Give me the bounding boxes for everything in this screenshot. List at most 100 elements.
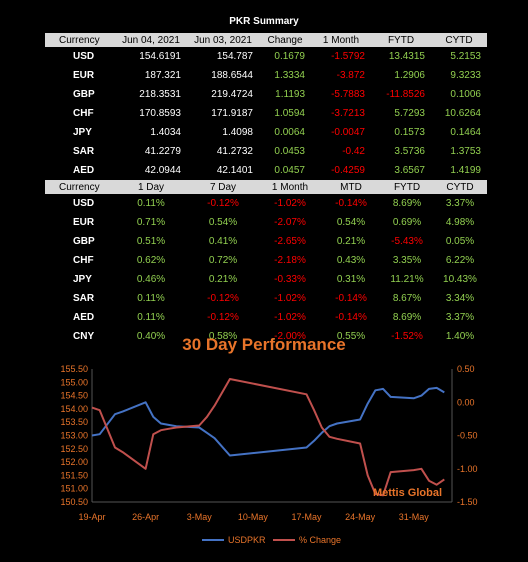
table-row: USD 0.11% -0.12% -1.02% -0.14% 8.69% 3.37% (45, 194, 487, 213)
table-row: USD 154.6191 154.787 0.1679 -1.5792 13.4315 5.… (45, 47, 487, 66)
table-cell: 10.6264 (444, 108, 481, 119)
x-tick-label: 17-May (291, 512, 322, 522)
table-row: AED 0.11% -0.12% -1.02% -0.14% 8.69% 3.37% (45, 308, 487, 327)
table-cell: 171.9187 (211, 108, 253, 119)
table-cell: -0.33% (274, 274, 306, 285)
table-cell: 0.71% (136, 217, 166, 228)
table-cell: -1.02% (274, 198, 306, 209)
table-cell: 42.0944 (144, 165, 181, 176)
currency-code: EUR (73, 70, 95, 81)
x-tick-label: 19-Apr (78, 512, 105, 522)
table-cell: 9.3233 (450, 70, 481, 81)
table-row: SAR 41.2279 41.2732 0.0453 -0.42 3.5736 1.3753 (45, 142, 487, 161)
table-cell: 0.1573 (394, 127, 425, 138)
table-cell: -2.65% (274, 236, 306, 247)
table-cell: 1.2906 (394, 70, 425, 81)
table-cell: -11.8526 (386, 89, 425, 100)
left-tick-label: 153.00 (60, 431, 88, 441)
table-cell: 0.72% (208, 255, 238, 266)
table-row: CNY 0.40% 0.58% -2.00% 0.55% -1.52% 1.40% (45, 327, 487, 346)
table-cell: 0.62% (136, 255, 166, 266)
table-cell: -0.14% (335, 293, 367, 304)
table-cell: -0.42 (342, 146, 365, 157)
table-cell: 41.2279 (144, 146, 181, 157)
table-cell: 187.321 (144, 70, 181, 81)
right-tick-label: 0.00 (457, 397, 475, 407)
currency-code: SAR (73, 293, 95, 304)
table-cell: 1.1193 (275, 89, 305, 100)
table-cell: 41.2732 (216, 146, 253, 157)
left-tick-label: 154.50 (60, 391, 88, 401)
currency-code: JPY (73, 274, 92, 285)
column-header: Jun 03, 2021 (187, 33, 259, 47)
table-cell: 1.0594 (274, 108, 305, 119)
column-header: MTD (321, 180, 381, 194)
column-header: 7 Day (187, 180, 259, 194)
right-tick-label: 0.50 (457, 364, 475, 374)
table-cell: -3.872 (336, 70, 365, 81)
legend-label: USDPKR (228, 535, 266, 545)
table-cell: 0.46% (136, 274, 166, 285)
usdpkr-series-line (91, 386, 445, 457)
table-cell: 0.1464 (450, 127, 481, 138)
table-row: JPY 0.46% 0.21% -0.33% 0.31% 11.21% 10.43% (45, 270, 487, 289)
table-cell: 0.43% (336, 255, 366, 266)
x-tick-label: 3-May (187, 512, 213, 522)
table-cell: -5.7883 (331, 89, 365, 100)
table-row: CHF 170.8593 171.9187 1.0594 -3.7213 5.7293 10… (45, 104, 487, 123)
left-tick-label: 154.00 (60, 404, 88, 414)
table-cell: 0.58% (208, 331, 238, 342)
right-tick-label: -1.50 (457, 497, 478, 507)
currency-code: AED (73, 312, 95, 323)
table-row: SAR 0.11% -0.12% -1.02% -0.14% 8.67% 3.34% (45, 289, 487, 308)
table-cell: 154.787 (216, 51, 253, 62)
currency-code: GBP (73, 236, 95, 247)
currency-code: SAR (73, 146, 95, 157)
table-row: EUR 0.71% 0.54% -2.07% 0.54% 0.69% 4.98% (45, 213, 487, 232)
column-header: FYTD (381, 180, 433, 194)
x-tick-label: 10-May (238, 512, 269, 522)
column-header: Currency (45, 33, 115, 47)
x-tick-label: 31-May (399, 512, 430, 522)
table-cell: 42.1401 (216, 165, 253, 176)
currency-code: USD (73, 198, 95, 209)
column-header: Jun 04, 2021 (115, 33, 187, 47)
table-cell: 0.11% (137, 312, 165, 323)
table-cell: -0.12% (207, 198, 239, 209)
summary-title: PKR Summary (229, 16, 299, 27)
currency-code: EUR (73, 217, 95, 228)
table-cell: 219.4724 (211, 89, 253, 100)
table-cell: 0.11% (137, 293, 165, 304)
table-cell: 0.51% (136, 236, 166, 247)
table-cell: -0.14% (335, 198, 367, 209)
table-cell: 1.3334 (274, 70, 305, 81)
currency-code: AED (73, 165, 95, 176)
table-cell: 3.34% (445, 293, 475, 304)
table-cell: -2.07% (274, 217, 306, 228)
table-cell: 0.54% (208, 217, 238, 228)
table-cell: 0.0457 (274, 165, 305, 176)
table-cell: 5.2153 (450, 51, 481, 62)
table-row: CHF 0.62% 0.72% -2.18% 0.43% 3.35% 6.22% (45, 251, 487, 270)
watermark-text: Mettis Global (373, 487, 442, 499)
column-header: FYTD (371, 33, 431, 47)
column-header: 1 Month (311, 33, 371, 47)
table-cell: 8.67% (392, 293, 422, 304)
table-cell: 3.37% (445, 312, 475, 323)
currency-code: USD (73, 51, 95, 62)
table-row: GBP 0.51% 0.41% -2.65% 0.21% -5.43% 0.05% (45, 232, 487, 251)
currency-code: CHF (73, 255, 94, 266)
table-cell: -1.02% (274, 293, 306, 304)
column-header: Change (259, 33, 311, 47)
column-header: CYTD (431, 33, 487, 47)
table-cell: 0.54% (336, 217, 366, 228)
table-cell: 1.4098 (222, 127, 253, 138)
table-cell: 0.21% (336, 236, 366, 247)
table-cell: 0.69% (392, 217, 422, 228)
table-cell: -2.18% (274, 255, 306, 266)
table-cell: 5.7293 (394, 108, 425, 119)
left-tick-label: 152.00 (60, 457, 88, 467)
change-series-line (91, 378, 445, 497)
currency-code: JPY (73, 127, 92, 138)
column-header: 1 Month (259, 180, 321, 194)
